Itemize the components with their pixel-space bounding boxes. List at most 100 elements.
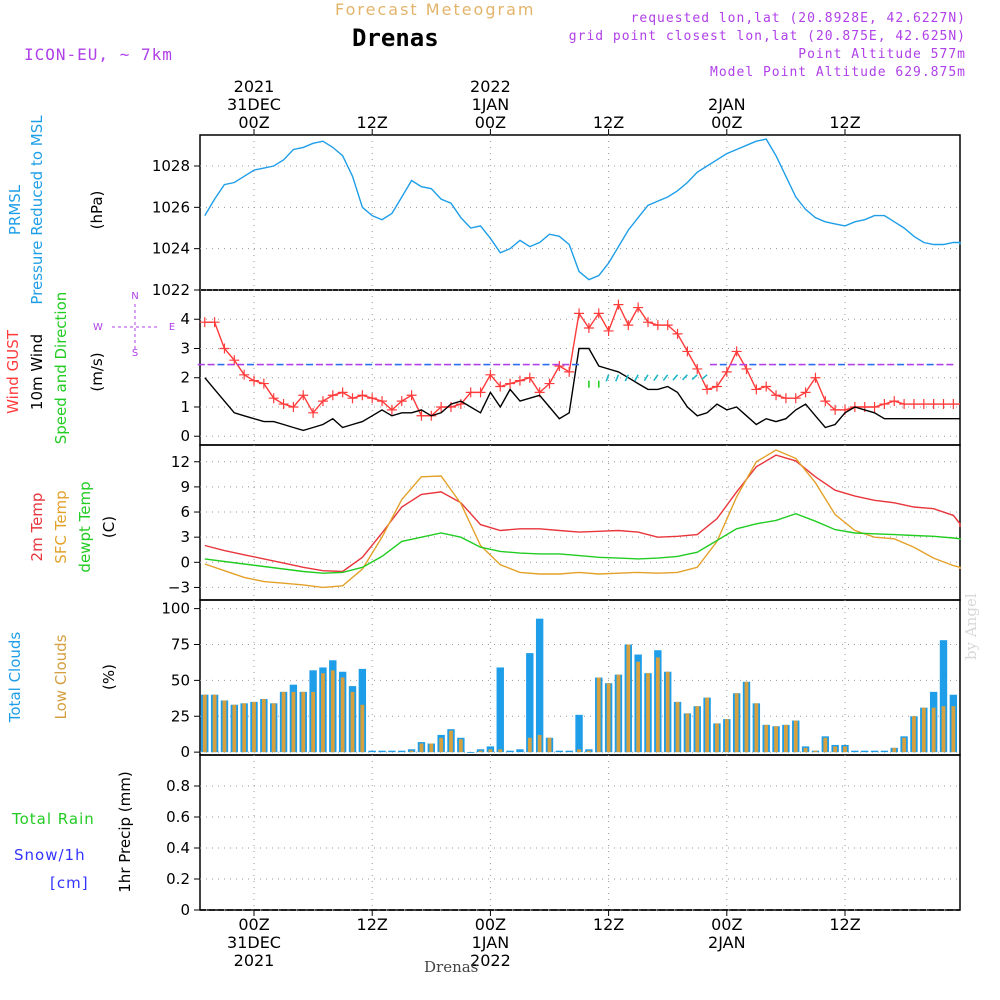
y-tick-label: 3 xyxy=(180,339,190,357)
precip-unit: 1hr Precip (mm) xyxy=(116,771,134,892)
gust-marker xyxy=(603,325,614,336)
clouds-unit: (%) xyxy=(100,664,118,690)
bottom-time-label: 12Z xyxy=(829,915,860,934)
snow-unit: [cm] xyxy=(50,874,89,892)
total-cloud-bar xyxy=(565,750,573,753)
gust-marker xyxy=(741,363,752,374)
gust-marker xyxy=(249,375,259,386)
gust-marker xyxy=(239,369,250,380)
low-cloud-bar xyxy=(439,737,444,753)
low-cloud-bar xyxy=(843,746,847,753)
low-cloud-bar xyxy=(311,691,315,753)
low-cloud-bar xyxy=(715,723,719,753)
y-tick-label: 6 xyxy=(180,503,190,521)
gust-marker xyxy=(229,355,240,366)
total-cloud-bar xyxy=(368,750,376,753)
low-cloud-bar xyxy=(271,703,276,753)
bottom-time-label: 12Z xyxy=(357,915,388,934)
low-cloud-bar xyxy=(261,699,266,753)
gust-marker xyxy=(780,393,791,404)
y-tick-label: 1026 xyxy=(152,198,190,216)
gust-marker xyxy=(751,384,762,395)
gust-marker xyxy=(544,378,555,389)
total-cloud-bar xyxy=(496,667,504,753)
total-cloud-bar xyxy=(939,640,948,753)
gust-marker xyxy=(800,387,811,398)
bottom-time-label: 00Z xyxy=(475,915,506,934)
total-cloud-bar xyxy=(861,750,869,753)
total-cloud-bar xyxy=(526,653,534,753)
low-cloud-bar xyxy=(232,704,237,753)
low-cloud-bar xyxy=(360,704,365,753)
low-cloud-bar xyxy=(577,749,581,753)
bottom-time-label: 00Z xyxy=(238,915,269,934)
low-cloud-bar xyxy=(429,743,434,753)
top-time-label: 00Z xyxy=(711,113,742,132)
low-cloud-bar xyxy=(655,657,660,753)
top-time-label: 12Z xyxy=(357,113,388,132)
gust-marker xyxy=(790,393,801,404)
top-time-label: 2JAN xyxy=(708,95,746,114)
low-cloud-bar xyxy=(478,750,483,753)
gust-marker xyxy=(485,369,496,380)
low-cloud-bar xyxy=(606,683,611,753)
low-cloud-bar xyxy=(281,691,286,753)
top-time-label: 12Z xyxy=(593,113,624,132)
total-cloud-bar xyxy=(555,750,564,753)
y-tick-label: 0 xyxy=(180,427,190,445)
gust-marker xyxy=(436,401,447,412)
low-cloud-bar xyxy=(419,743,424,753)
total-cloud-bar xyxy=(506,750,514,753)
low-cloud-bar xyxy=(744,681,749,753)
compass-cross xyxy=(112,304,158,350)
dewpt-line xyxy=(204,512,961,574)
gust-marker xyxy=(928,399,939,410)
wind-direction-arrow xyxy=(624,374,630,382)
low-cloud-bar xyxy=(754,703,759,753)
low-cloud-bar xyxy=(596,677,601,753)
gust-marker xyxy=(406,390,417,401)
gust-marker xyxy=(908,399,919,410)
temp2m-label: 2m Temp xyxy=(28,493,46,562)
low-cloud-bar xyxy=(793,720,798,753)
wind-label: 10m Wind xyxy=(28,334,46,410)
top-time-label: 00Z xyxy=(475,113,506,132)
total-cloud-bar xyxy=(880,750,889,753)
gust-marker xyxy=(564,366,575,377)
wind-unit: (m/s) xyxy=(88,352,106,391)
low-cloud-bar xyxy=(547,737,552,753)
top-time-label: 12Z xyxy=(829,113,860,132)
temp-unit: (C) xyxy=(100,516,118,538)
low-cloud-bar xyxy=(616,674,621,753)
y-tick-label: 0.6 xyxy=(166,808,190,826)
gust-marker xyxy=(692,363,703,374)
total-cloud-bar xyxy=(467,752,475,753)
panel-frame-4 xyxy=(199,754,961,911)
gust-marker xyxy=(652,320,663,331)
y-tick-label: 4 xyxy=(180,310,190,328)
gust-marker xyxy=(574,308,585,319)
point-altitude: Point Altitude 577m xyxy=(798,47,966,62)
gust-marker xyxy=(278,399,289,410)
total-clouds-label: Total Clouds xyxy=(6,632,24,724)
gust-marker xyxy=(337,387,348,398)
gust-marker xyxy=(396,396,407,407)
pressure-label-short: PRMSL xyxy=(6,184,24,235)
y-tick-label: −3 xyxy=(168,578,190,596)
top-time-label: 31DEC xyxy=(227,95,281,114)
low-cloud-bar xyxy=(931,707,936,753)
wind-direction-arrow xyxy=(681,374,688,381)
low-cloud-bar xyxy=(458,739,463,753)
gust-marker xyxy=(948,399,959,410)
y-tick-label: 3 xyxy=(180,528,190,546)
low-cloud-bar xyxy=(321,673,325,753)
sfc-temp-label: SFC Temp xyxy=(52,490,70,563)
gust-marker xyxy=(308,407,319,418)
y-tick-label: 0.8 xyxy=(166,777,190,795)
gust-marker xyxy=(623,320,634,331)
gust-marker xyxy=(347,393,358,404)
y-tick-label: 12 xyxy=(171,453,190,471)
gust-marker xyxy=(524,372,535,383)
y-tick-label: 0 xyxy=(180,743,190,761)
total-cloud-bar xyxy=(870,750,879,753)
